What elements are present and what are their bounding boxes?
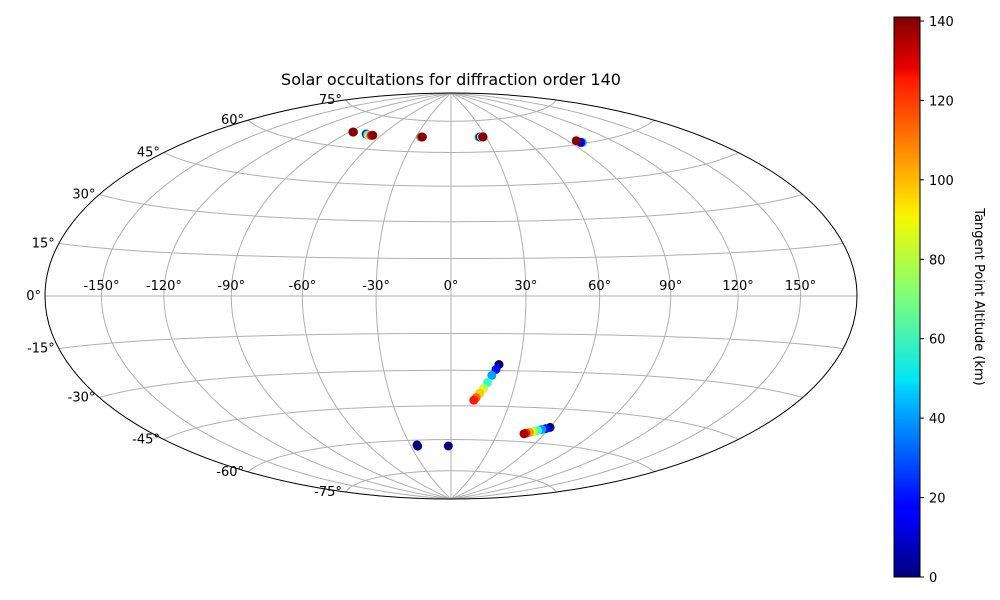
latitude-tick-label: -75° <box>314 485 342 500</box>
parallel-line <box>58 332 844 350</box>
latitude-tick-label: 15° <box>32 237 55 252</box>
latitude-tick-labels: 75° 60° 45° 30° 15° 0° -15° -30° -45° -60° -75° <box>26 93 342 500</box>
data-point <box>519 429 529 439</box>
longitude-tick-label: 0° <box>444 279 459 294</box>
parallel-line <box>99 194 803 223</box>
data-point <box>487 370 497 380</box>
colorbar-tick-label: 140 <box>929 15 954 30</box>
longitude-tick-labels: -150° -120° -90° -60° -30° 0° 30° 60° 90° 120° 150… <box>83 279 816 294</box>
colorbar <box>893 16 921 578</box>
colorbar-ticks: 0 20 40 60 80 100 120 140 <box>920 15 954 586</box>
latitude-tick-label: -45° <box>132 433 160 448</box>
longitude-tick-label: 30° <box>514 279 537 294</box>
latitude-tick-label: -30° <box>68 391 96 406</box>
longitude-tick-label: -150° <box>83 279 119 294</box>
colorbar-tick-label: 20 <box>929 492 946 507</box>
data-point <box>469 395 479 405</box>
longitude-tick-label: -30° <box>362 279 390 294</box>
parallel-line <box>345 470 557 493</box>
colorbar-tick-label: 60 <box>929 333 946 348</box>
latitude-tick-label: 60° <box>221 113 244 128</box>
parallel-line <box>247 439 655 473</box>
colorbar-tick-label: 80 <box>929 253 946 268</box>
data-point <box>571 136 581 146</box>
longitude-tick-label: -60° <box>289 279 317 294</box>
latitude-tick-label: 0° <box>26 289 41 304</box>
data-point <box>417 132 427 142</box>
parallel-line <box>247 119 655 153</box>
colorbar-label: Tangent Point Altitude (km) <box>971 207 986 385</box>
colorbar-tick-label: 100 <box>929 174 954 189</box>
colorbar-tick-label: 120 <box>929 94 954 109</box>
latitude-tick-label: -15° <box>27 342 55 357</box>
longitude-tick-label: 120° <box>722 279 753 294</box>
longitude-tick-label: 60° <box>588 279 611 294</box>
data-point <box>368 130 378 140</box>
longitude-tick-label: -90° <box>217 279 245 294</box>
map-grid <box>45 93 857 499</box>
data-points <box>348 127 587 451</box>
data-point <box>348 127 358 137</box>
longitude-tick-label: -120° <box>146 279 182 294</box>
parallel-line <box>163 405 739 440</box>
chart-title: Solar occultations for diffraction order… <box>281 70 621 89</box>
latitude-tick-label: 75° <box>319 93 342 108</box>
colorbar-tick-label: 0 <box>929 571 937 586</box>
latitude-tick-label: 45° <box>137 146 160 161</box>
map-boundary <box>44 92 858 500</box>
longitude-tick-label: 90° <box>659 279 682 294</box>
parallel-line <box>58 242 844 260</box>
longitude-tick-label: 150° <box>785 279 816 294</box>
data-point <box>478 132 488 142</box>
parallel-line <box>345 99 557 122</box>
data-point <box>413 441 423 451</box>
latitude-tick-label: -60° <box>216 465 244 480</box>
parallel-line <box>99 369 803 398</box>
data-point <box>443 441 453 451</box>
parallel-line <box>163 152 739 187</box>
colorbar-tick-label: 40 <box>929 412 946 427</box>
latitude-tick-label: 30° <box>72 188 95 203</box>
